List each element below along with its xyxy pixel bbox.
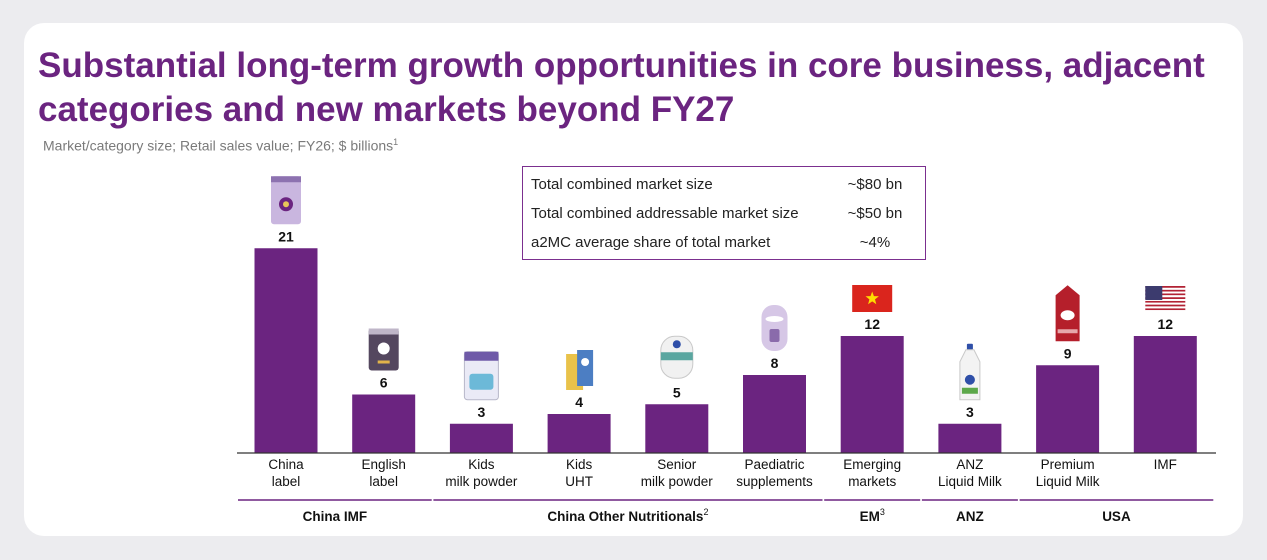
category-tick-label: Kids <box>468 457 495 472</box>
bar-value-label: 9 <box>1064 345 1072 361</box>
category-tick-label: milk powder <box>641 474 714 489</box>
bar <box>449 423 513 453</box>
summary-box: Total combined market size ~$80 bn Total… <box>522 166 926 260</box>
english-label-can-icon <box>368 328 399 371</box>
category-tick-label: label <box>369 474 398 489</box>
category-tick-label: Emerging <box>843 457 901 472</box>
bar-value-label: 5 <box>673 384 681 400</box>
page-title: Substantial long-term growth opportuniti… <box>38 46 1205 129</box>
subtitle: Market/category size; Retail sales value… <box>43 137 398 154</box>
bar-value-label: 3 <box>966 404 974 420</box>
bar <box>840 336 904 453</box>
category-tick-label: Senior <box>657 457 697 472</box>
subtitle-footnote: 1 <box>393 137 399 147</box>
category-tick-label: IMF <box>1154 457 1177 472</box>
subtitle-text: Market/category size; Retail sales value… <box>43 137 394 154</box>
category-tick-label: supplements <box>736 474 813 489</box>
premium-milk-carton-icon <box>1055 285 1080 342</box>
anz-milk-bottle-icon <box>959 343 981 401</box>
category-tick-label: Liquid Milk <box>1036 474 1100 489</box>
bar <box>743 375 806 453</box>
bar <box>254 248 318 453</box>
bar <box>1133 336 1197 453</box>
summary-label: Total combined addressable market size <box>531 205 799 222</box>
kids-uht-icon <box>566 350 594 390</box>
senior-milk-powder-icon <box>660 335 694 379</box>
group-footnote: 3 <box>880 507 885 517</box>
category-tick-label: Liquid Milk <box>938 474 1002 489</box>
category-tick-label: UHT <box>565 474 593 489</box>
summary-row: a2MC average share of total market ~4% <box>531 230 915 259</box>
category-tick-label: China <box>268 457 304 472</box>
china-label-can-icon <box>271 176 301 225</box>
bar-value-label: 3 <box>478 404 486 420</box>
summary-value: ~$50 bn <box>847 205 903 222</box>
kids-milk-powder-icon <box>463 351 499 401</box>
category-tick-label: label <box>272 474 301 489</box>
vietnam-flag-icon <box>852 285 893 312</box>
category-tick-label: English <box>362 457 406 472</box>
summary-row: Total combined addressable market size ~… <box>531 201 915 230</box>
summary-label: a2MC average share of total market <box>531 234 771 251</box>
group-footnote: 2 <box>703 507 708 517</box>
category-tick-label: Premium <box>1041 457 1095 472</box>
group-label: USA <box>1102 509 1131 524</box>
bar <box>352 394 416 453</box>
bar <box>1036 365 1100 453</box>
bar-value-label: 6 <box>380 375 388 391</box>
summary-value: ~$80 bn <box>847 176 903 193</box>
summary-label: Total combined market size <box>531 176 713 193</box>
paediatric-supplement-icon <box>761 305 788 351</box>
category-tick-label: milk powder <box>445 474 518 489</box>
bar-value-label: 21 <box>278 228 294 244</box>
group-label: China IMF <box>303 509 368 524</box>
summary-row: Total combined market size ~$80 bn <box>531 172 915 201</box>
group-label: China Other Nutritionals2 <box>547 507 708 524</box>
bar-value-label: 4 <box>575 394 583 410</box>
category-tick-label: Kids <box>566 457 593 472</box>
group-label: EM3 <box>860 507 885 524</box>
category-tick-label: ANZ <box>956 457 983 472</box>
usa-flag-icon <box>1145 286 1186 312</box>
group-label: ANZ <box>956 509 984 524</box>
category-tick-label: Paediatric <box>744 457 804 472</box>
bar-value-label: 12 <box>1158 316 1174 332</box>
summary-value: ~4% <box>859 234 891 251</box>
bar-value-label: 8 <box>771 355 779 371</box>
category-tick-label: markets <box>848 474 896 489</box>
bar <box>938 423 1002 453</box>
bar <box>547 414 611 453</box>
bar-value-label: 12 <box>864 316 880 332</box>
bar <box>645 404 709 453</box>
